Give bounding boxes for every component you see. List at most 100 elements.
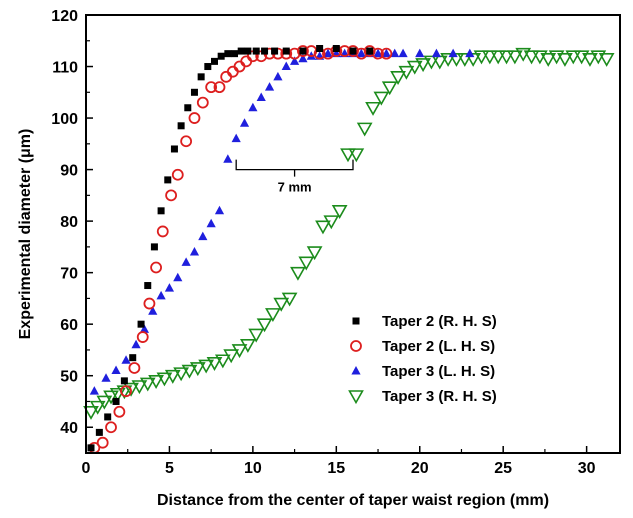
data-point — [373, 91, 390, 106]
annotation-bracket — [235, 159, 354, 177]
data-point — [456, 52, 473, 67]
data-point — [365, 101, 381, 116]
data-point — [381, 48, 391, 58]
data-point — [139, 324, 150, 333]
y-tick-label: 90 — [60, 163, 78, 180]
data-point — [181, 364, 198, 379]
data-point — [347, 45, 359, 57]
data-point — [210, 57, 218, 65]
data-point — [331, 205, 348, 219]
data-point — [415, 48, 425, 58]
data-point — [137, 320, 145, 328]
y-tick-label: 40 — [60, 420, 78, 437]
data-point — [150, 261, 162, 274]
data-point — [366, 47, 374, 55]
data-point — [390, 48, 400, 58]
x-axis-ticks: 0 5 10 15 20 25 30 — [82, 446, 596, 477]
data-point — [111, 365, 121, 375]
data-point — [271, 47, 279, 55]
data-point — [261, 47, 269, 55]
data-point — [113, 405, 126, 418]
data-point — [105, 421, 117, 434]
data-point — [289, 56, 300, 65]
data-point — [448, 48, 458, 58]
data-point — [565, 50, 582, 65]
data-point — [144, 282, 152, 290]
x-tick-label: 20 — [411, 460, 429, 477]
data-point — [171, 168, 184, 181]
data-point — [390, 71, 406, 85]
data-point — [214, 354, 231, 369]
data-point — [348, 148, 365, 163]
data-point — [248, 328, 265, 343]
series-3 — [89, 48, 475, 395]
legend-item: Taper 3 (R. H. S) — [348, 388, 497, 405]
plot-marks — [83, 44, 615, 454]
x-tick-label: 15 — [327, 460, 345, 477]
legend-label: Taper 3 (R. H. S) — [382, 388, 497, 405]
data-point — [323, 48, 333, 58]
annotation-label: 7 mm — [278, 180, 312, 195]
data-point — [281, 292, 298, 307]
data-point — [231, 133, 241, 143]
data-point — [96, 395, 113, 410]
data-point — [398, 48, 408, 58]
data-point — [104, 413, 112, 421]
data-point — [239, 338, 256, 353]
data-point — [112, 397, 120, 405]
data-point — [306, 246, 323, 261]
y-tick-label: 80 — [60, 214, 78, 231]
data-point — [231, 344, 248, 359]
data-point — [223, 154, 233, 163]
data-point — [89, 400, 106, 415]
data-point — [226, 65, 239, 78]
data-point — [128, 362, 141, 374]
data-point — [415, 58, 431, 73]
data-point — [120, 385, 132, 398]
data-point — [139, 377, 156, 392]
data-point — [506, 50, 523, 65]
data-point — [264, 82, 275, 91]
data-point — [406, 60, 423, 75]
data-point — [170, 145, 178, 153]
data-point — [332, 44, 340, 52]
data-point — [473, 50, 490, 65]
data-point — [340, 148, 356, 163]
data-point — [244, 47, 252, 55]
data-point — [299, 47, 307, 55]
data-point — [143, 297, 156, 310]
data-point — [103, 390, 119, 405]
data-point — [165, 189, 178, 202]
data-point — [131, 339, 141, 349]
data-point — [423, 55, 440, 70]
data-point — [164, 176, 172, 184]
data-point — [198, 359, 215, 374]
data-point — [498, 50, 515, 65]
data-point — [356, 122, 373, 137]
data-point — [240, 55, 253, 68]
data-point — [256, 92, 266, 101]
data-point — [398, 65, 415, 80]
data-point — [148, 306, 158, 315]
data-point — [363, 45, 376, 57]
data-point — [136, 331, 149, 343]
x-tick-label: 0 — [82, 460, 91, 477]
legend-label: Taper 2 (L. H. S) — [382, 338, 495, 355]
x-axis-title: Distance from the center of taper waist … — [157, 492, 549, 509]
plot-frame — [85, 14, 621, 454]
data-point — [156, 225, 169, 238]
data-point — [213, 81, 226, 94]
y-tick-label: 60 — [60, 317, 78, 334]
legend-label: Taper 3 (L. H. S) — [382, 363, 495, 380]
data-point — [356, 48, 366, 58]
data-point — [431, 48, 442, 58]
y-tick-label: 100 — [51, 111, 78, 128]
x-tick-label: 25 — [494, 460, 512, 477]
data-point — [131, 380, 148, 395]
data-point — [87, 444, 95, 452]
x-tick-label: 30 — [578, 460, 596, 477]
data-point — [380, 47, 393, 60]
data-point — [173, 272, 183, 282]
data-point — [89, 386, 99, 395]
